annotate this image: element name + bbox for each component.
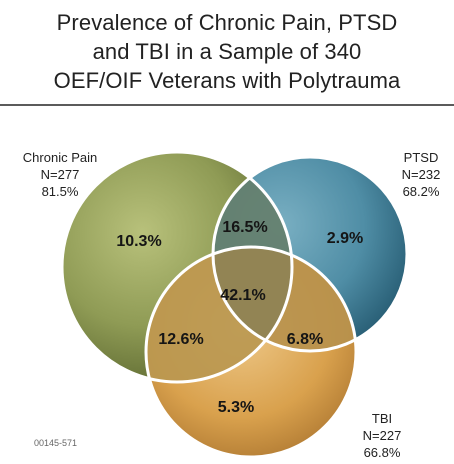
region-chronic-only: 10.3%	[116, 233, 161, 250]
region-ptsd-tbi: 6.8%	[287, 331, 323, 348]
ptsd-n: N=232	[401, 167, 441, 182]
title-line-2: and TBI in a Sample of 340	[92, 39, 362, 64]
region-chronic-ptsd: 16.5%	[222, 219, 267, 236]
chronic-pain-outline	[60, 150, 294, 384]
region-ptsd-only: 2.9%	[327, 230, 363, 247]
region-tbi-only: 5.3%	[218, 399, 254, 416]
title-line-1: Prevalence of Chronic Pain, PTSD	[56, 10, 398, 35]
tbi-n: N=227	[362, 428, 402, 443]
ptsd-tbi-overlap	[213, 247, 356, 351]
title-divider	[0, 104, 454, 106]
tbi-name: TBI	[371, 411, 393, 426]
ptsd-percent: 68.2%	[402, 184, 440, 199]
tbi-outline	[144, 245, 358, 459]
title-line-3: OEF/OIF Veterans with Polytrauma	[53, 68, 401, 93]
chronic-pain-label: Chronic Pain N=277 81.5%	[10, 149, 110, 200]
region-chronic-tbi: 12.6%	[158, 331, 203, 348]
chronic-pain-percent: 81.5%	[41, 184, 79, 199]
chronic-pain-n: N=277	[40, 167, 80, 182]
chronic-tbi-overlap	[146, 247, 292, 382]
tbi-label: TBI N=227 66.8%	[347, 410, 417, 461]
slide-code: 00145-571	[34, 438, 78, 448]
page-title: Prevalence of Chronic Pain, PTSD and TBI…	[0, 8, 454, 95]
ptsd-label: PTSD N=232 68.2%	[391, 149, 451, 200]
tbi-percent: 66.8%	[363, 445, 401, 460]
ptsd-name: PTSD	[403, 150, 439, 165]
chronic-pain-name: Chronic Pain	[22, 150, 98, 165]
region-all-three: 42.1%	[220, 287, 265, 304]
